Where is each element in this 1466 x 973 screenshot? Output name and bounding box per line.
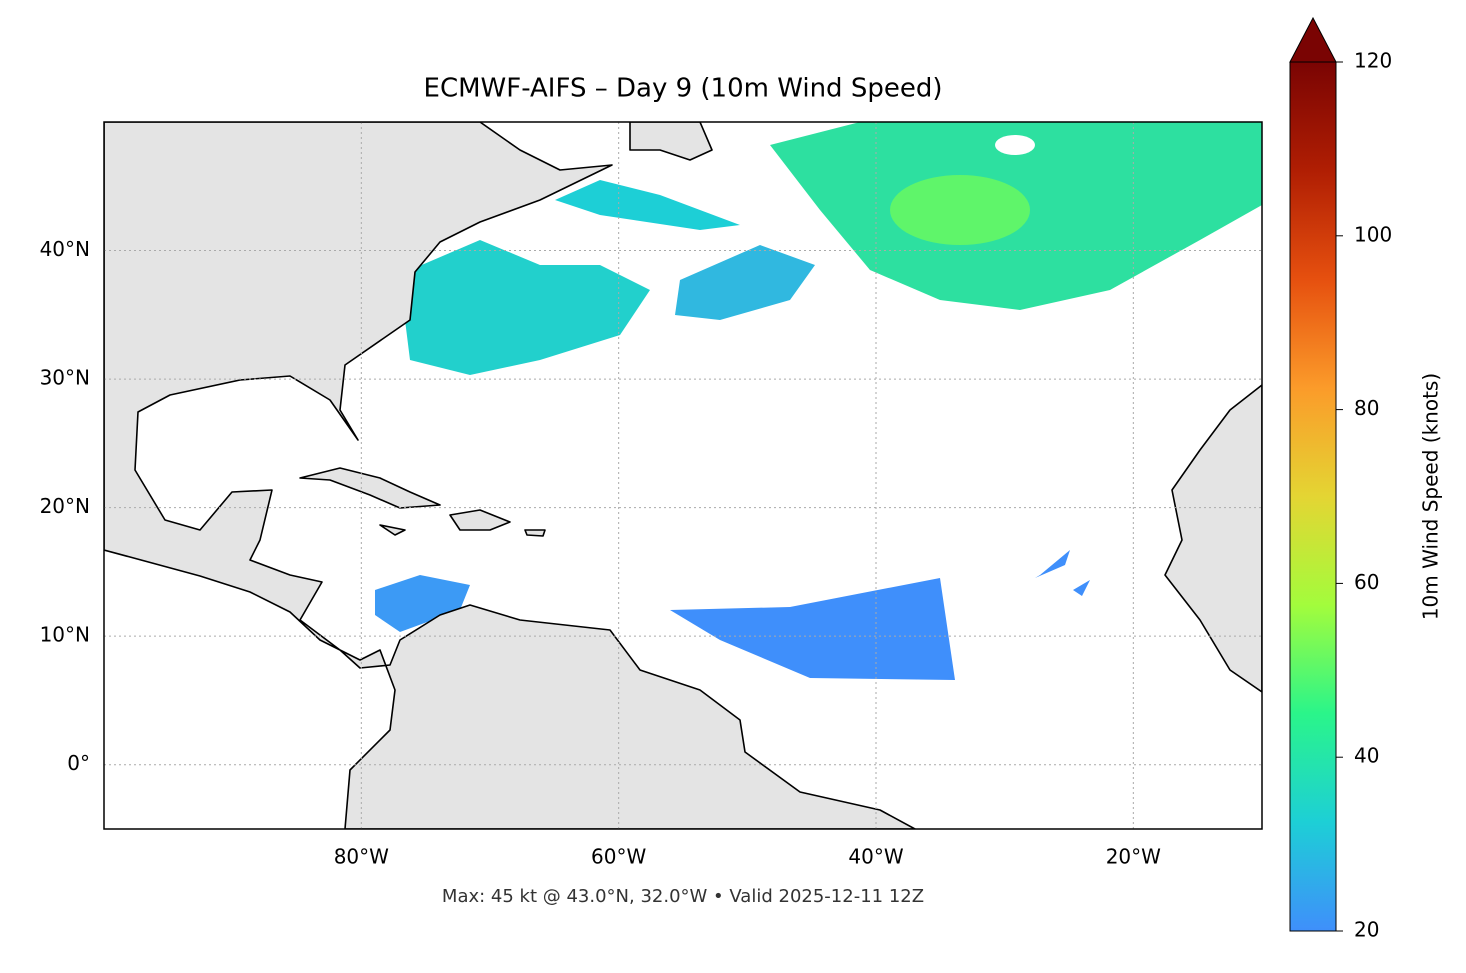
x-tick-label: 60°W	[591, 845, 646, 869]
map-frame	[103, 121, 1263, 830]
land	[104, 122, 916, 829]
land	[629, 122, 713, 161]
wind-area	[1035, 550, 1090, 596]
colorbar: 20 40 60 80 100 120 10m Wind Speed (knots)	[1289, 16, 1443, 942]
y-tick-label: 0°	[67, 751, 90, 775]
wind-area	[375, 575, 470, 632]
x-tick-label: 80°W	[334, 845, 389, 869]
land	[299, 467, 441, 509]
wind-area	[675, 245, 815, 320]
colorbar-tick-label: 60	[1354, 570, 1379, 594]
footnote: Max: 45 kt @ 43.0°N, 32.0°W • Valid 2025…	[442, 886, 924, 907]
y-tick-label: 40°N	[40, 237, 90, 261]
x-tick-label: 20°W	[1106, 845, 1161, 869]
colorbar-tick-label: 20	[1354, 918, 1379, 942]
colorbar-tick-label: 100	[1354, 222, 1392, 246]
colorbar-scale	[1289, 61, 1337, 932]
wind-fields	[375, 122, 1262, 680]
wind-area	[405, 240, 650, 375]
y-tick-label: 30°N	[40, 366, 90, 390]
land	[379, 509, 546, 537]
colorbar-extend	[1289, 16, 1337, 63]
wind-core	[890, 175, 1030, 245]
y-tick-label: 20°N	[40, 494, 90, 518]
grid	[104, 122, 1262, 829]
map-layers	[104, 122, 1262, 829]
colorbar-tick-label: 40	[1354, 744, 1379, 768]
land	[1164, 384, 1262, 693]
wind-area	[555, 180, 740, 230]
wind-gap	[995, 135, 1035, 155]
chart-title: ECMWF-AIFS – Day 9 (10m Wind Speed)	[424, 74, 943, 104]
wind-area	[670, 578, 955, 680]
y-tick-label: 10°N	[40, 623, 90, 647]
x-tick-label: 40°W	[848, 845, 903, 869]
colorbar-label: 10m Wind Speed (knots)	[1419, 373, 1443, 620]
colorbar-tick-label: 120	[1354, 49, 1392, 73]
colorbar-tick-label: 80	[1354, 396, 1379, 420]
